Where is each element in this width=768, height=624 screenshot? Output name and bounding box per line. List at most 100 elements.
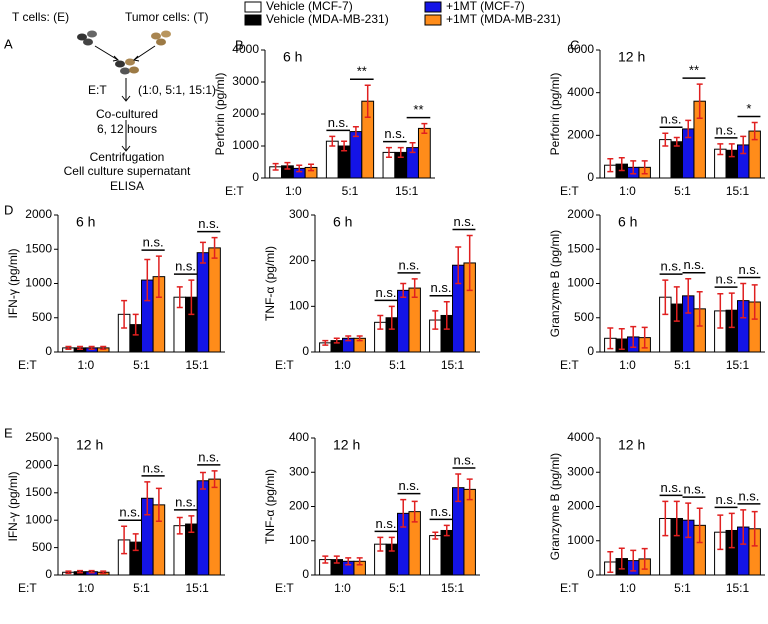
error-bar bbox=[121, 525, 128, 555]
bar bbox=[463, 488, 476, 576]
error-bar bbox=[641, 160, 648, 175]
error-bar bbox=[696, 290, 703, 327]
error-bar bbox=[641, 547, 648, 570]
x-axis-label: E:T bbox=[275, 581, 294, 595]
error-bar bbox=[717, 143, 724, 156]
significance-label: n.s. bbox=[431, 280, 452, 295]
y-tick-label: 1000 bbox=[25, 276, 52, 290]
significance-label: n.s. bbox=[683, 482, 704, 497]
error-bar bbox=[100, 570, 107, 575]
bar bbox=[196, 480, 210, 576]
error-bar bbox=[717, 514, 724, 551]
significance-label: n.s. bbox=[683, 257, 704, 272]
bar bbox=[196, 252, 210, 353]
y-tick-label: 0 bbox=[587, 170, 594, 184]
y-tick-label: 500 bbox=[574, 310, 594, 324]
x-tick-label: 1:0 bbox=[619, 581, 636, 595]
significance-label: n.s. bbox=[175, 259, 196, 274]
step: Centrifugation bbox=[90, 150, 165, 164]
significance-label: n.s. bbox=[716, 272, 737, 287]
error-bar bbox=[607, 550, 614, 574]
error-bar bbox=[740, 282, 747, 319]
y-tick-label: 4000 bbox=[567, 430, 594, 444]
x-tick-label: 5:1 bbox=[389, 358, 406, 372]
bar bbox=[670, 141, 684, 179]
significance-label: n.s. bbox=[119, 505, 140, 520]
error-bar bbox=[329, 135, 336, 147]
error-bar bbox=[352, 126, 359, 138]
legend-label: +1MT (MCF-7) bbox=[446, 0, 525, 13]
significance-label: n.s. bbox=[661, 112, 682, 127]
step: 6, 12 hours bbox=[97, 122, 157, 136]
error-bar bbox=[188, 279, 195, 316]
error-bar bbox=[421, 122, 428, 134]
significance-label: n.s. bbox=[453, 214, 474, 229]
x-axis-label: E:T bbox=[560, 184, 579, 198]
significance-label: * bbox=[746, 101, 751, 116]
y-tick-label: 4000 bbox=[567, 85, 594, 99]
error-bar bbox=[618, 156, 625, 172]
significance-label: ** bbox=[413, 102, 423, 117]
y-tick-label: 1000 bbox=[567, 533, 594, 547]
significance-label: n.s. bbox=[431, 504, 452, 519]
error-bar bbox=[673, 500, 680, 537]
y-tick-label: 4000 bbox=[232, 42, 259, 56]
error-bar bbox=[728, 512, 735, 549]
error-bar bbox=[400, 282, 407, 298]
y-axis-label: Granzyme B (pg/ml) bbox=[548, 453, 562, 560]
y-tick-label: 100 bbox=[289, 299, 309, 313]
target-label: Tumor cells: (T) bbox=[125, 10, 209, 24]
error-bar bbox=[388, 536, 395, 552]
y-tick-label: 200 bbox=[289, 499, 309, 513]
error-bar bbox=[176, 516, 183, 535]
significance-label: ** bbox=[689, 63, 699, 78]
y-axis-label: IFN-γ (pg/ml) bbox=[6, 249, 20, 319]
y-tick-label: 3000 bbox=[232, 74, 259, 88]
diagram: A T cells: (E) Tumor cells: (T) E:T (1:0… bbox=[4, 10, 216, 193]
error-bar bbox=[728, 143, 735, 158]
significance-label: n.s. bbox=[738, 262, 759, 277]
x-tick-label: 5:1 bbox=[133, 358, 150, 372]
error-bar bbox=[345, 557, 352, 566]
x-axis-label: E:T bbox=[18, 581, 37, 595]
error-bar bbox=[751, 121, 758, 141]
significance-label: n.s. bbox=[453, 452, 474, 467]
y-tick-label: 2000 bbox=[25, 458, 52, 472]
x-axis-label: E:T bbox=[560, 581, 579, 595]
error-bar bbox=[322, 339, 329, 346]
legend-label: +1MT (MDA-MB-231) bbox=[446, 12, 561, 26]
error-bar bbox=[333, 337, 340, 344]
error-bar bbox=[443, 524, 450, 537]
chart-title: 6 h bbox=[333, 214, 352, 230]
error-bar bbox=[607, 158, 614, 173]
error-bar bbox=[377, 536, 384, 552]
error-bar bbox=[65, 570, 72, 575]
x-tick-label: 1:0 bbox=[334, 358, 351, 372]
x-tick-label: 15:1 bbox=[395, 184, 419, 198]
legend-swatch bbox=[244, 14, 262, 26]
legend-swatch bbox=[424, 1, 442, 13]
y-tick-label: 2000 bbox=[25, 207, 52, 221]
y-tick-label: 2000 bbox=[567, 207, 594, 221]
y-tick-label: 3000 bbox=[567, 464, 594, 478]
x-tick-label: 15:1 bbox=[726, 184, 750, 198]
error-bar bbox=[662, 132, 669, 147]
error-bar bbox=[673, 286, 680, 322]
y-tick-label: 1500 bbox=[25, 241, 52, 255]
error-bar bbox=[356, 335, 363, 342]
error-bar bbox=[388, 305, 395, 330]
error-bar bbox=[385, 146, 392, 158]
panel-label: C bbox=[570, 37, 579, 52]
panel-label: A bbox=[4, 36, 13, 51]
error-bar bbox=[296, 164, 303, 173]
error-bar bbox=[77, 345, 84, 351]
error-bar bbox=[740, 135, 747, 155]
significance-label: n.s. bbox=[398, 478, 419, 493]
y-tick-label: 0 bbox=[302, 567, 309, 581]
y-axis-label: Granzyme B (pg/ml) bbox=[548, 230, 562, 337]
error-bar bbox=[466, 478, 473, 501]
error-bar bbox=[132, 533, 139, 552]
error-bar bbox=[211, 470, 218, 489]
y-tick-label: 1000 bbox=[232, 138, 259, 152]
